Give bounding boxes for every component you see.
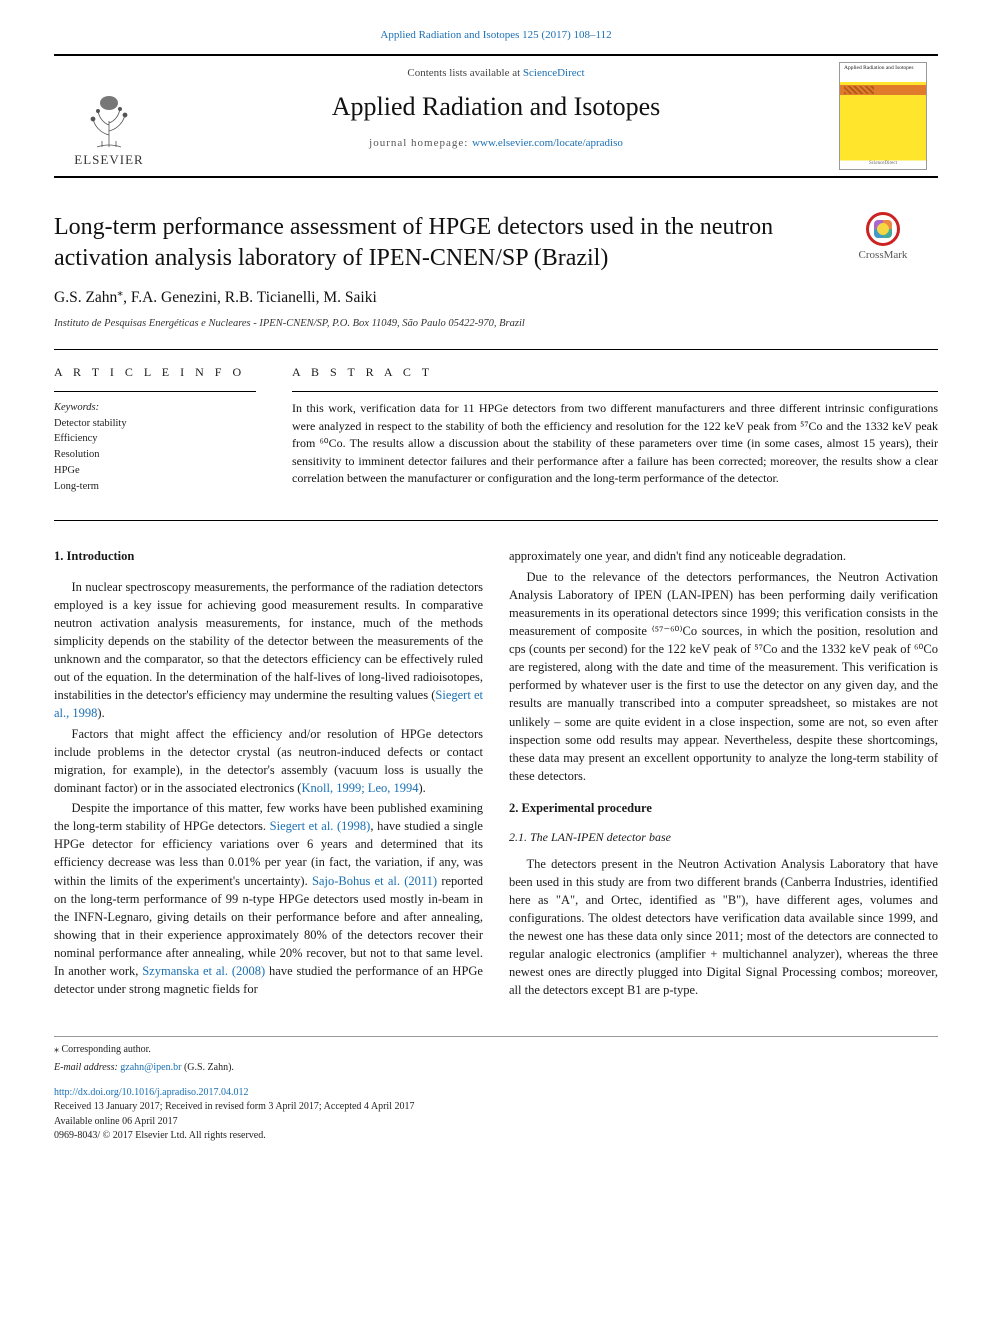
author-list: G.S. Zahn⁎, F.A. Genezini, R.B. Ticianel… (54, 287, 938, 309)
citation-link[interactable]: Siegert et al. (1998) (270, 819, 371, 833)
keyword-item: Detector stability (54, 416, 256, 432)
keywords-label: Keywords: (54, 400, 256, 415)
contents-available-line: Contents lists available at ScienceDirec… (168, 66, 824, 82)
body-paragraph: The detectors present in the Neutron Act… (509, 855, 938, 1000)
rule-under-info-heading (54, 391, 256, 392)
article-history: Received 13 January 2017; Received in re… (54, 1100, 938, 1115)
running-head: Applied Radiation and Isotopes 125 (2017… (54, 28, 938, 44)
keyword-item: Efficiency (54, 431, 256, 447)
author-rest: , F.A. Genezini, R.B. Ticianelli, M. Sai… (123, 289, 377, 306)
section-1-heading: 1. Introduction (54, 547, 483, 565)
p-text: reported on the long-term performance of… (54, 874, 483, 979)
journal-cover-thumbnail: Applied Radiation and Isotopes ScienceDi… (839, 62, 927, 170)
keywords-list: Detector stability Efficiency Resolution… (54, 416, 256, 495)
cover-footer-text: ScienceDirect (840, 160, 926, 167)
email-link[interactable]: gzahn@ipen.br (120, 1062, 181, 1073)
rule-under-abstract-heading (292, 391, 938, 392)
cover-title-text: Applied Radiation and Isotopes (844, 65, 922, 71)
cover-pattern (844, 86, 874, 94)
publisher-logo-cell: ELSEVIER (54, 56, 164, 176)
rule-below-abstract (54, 520, 938, 521)
article-info-heading: A R T I C L E I N F O (54, 364, 256, 381)
journal-title: Applied Radiation and Isotopes (168, 88, 824, 126)
p-tail: ). (419, 781, 426, 795)
article-header-row: Long-term performance assessment of HPGE… (54, 212, 938, 273)
section-2-heading: 2. Experimental procedure (509, 799, 938, 817)
body-paragraph: In nuclear spectroscopy measurements, th… (54, 578, 483, 723)
abstract-heading: A B S T R A C T (292, 364, 938, 381)
elsevier-wordmark: ELSEVIER (74, 151, 143, 170)
corresponding-author-note: ⁎ Corresponding author. (54, 1043, 938, 1058)
journal-masthead: ELSEVIER Contents lists available at Sci… (54, 54, 938, 178)
info-abstract-row: A R T I C L E I N F O Keywords: Detector… (54, 350, 938, 508)
crossmark-label: CrossMark (859, 248, 908, 264)
body-paragraph: approximately one year, and didn't find … (509, 547, 938, 565)
elsevier-tree-icon (79, 89, 139, 149)
citation-link[interactable]: Szymanska et al. (2008) (142, 964, 265, 978)
running-head-link[interactable]: Applied Radiation and Isotopes 125 (2017… (380, 29, 611, 41)
page: Applied Radiation and Isotopes 125 (2017… (0, 0, 992, 1184)
page-footer: ⁎ Corresponding author. E-mail address: … (54, 1036, 938, 1144)
journal-homepage-line: journal homepage: www.elsevier.com/locat… (168, 136, 824, 152)
abstract-text: In this work, verification data for 11 H… (292, 400, 938, 487)
elsevier-logo: ELSEVIER (64, 70, 154, 170)
journal-homepage-link[interactable]: www.elsevier.com/locate/apradiso (472, 137, 623, 149)
article-info-column: A R T I C L E I N F O Keywords: Detector… (54, 350, 274, 508)
keyword-item: Long-term (54, 479, 256, 495)
p-tail: ). (97, 706, 104, 720)
crossmark-badge[interactable]: CrossMark (828, 212, 938, 264)
author-first: G.S. Zahn (54, 289, 117, 306)
doi-link[interactable]: http://dx.doi.org/10.1016/j.apradiso.201… (54, 1087, 249, 1098)
available-online: Available online 06 April 2017 (54, 1115, 938, 1130)
body-paragraph: Despite the importance of this matter, f… (54, 799, 483, 998)
masthead-center: Contents lists available at ScienceDirec… (164, 56, 828, 176)
email-label: E-mail address: (54, 1062, 120, 1073)
crossmark-ring-icon (866, 212, 900, 246)
keyword-item: Resolution (54, 447, 256, 463)
abstract-column: A B S T R A C T In this work, verificati… (274, 350, 938, 508)
sciencedirect-link[interactable]: ScienceDirect (523, 67, 585, 79)
affiliation: Instituto de Pesquisas Energéticas e Nuc… (54, 316, 938, 331)
body-two-column: 1. Introduction In nuclear spectroscopy … (54, 547, 938, 1001)
keyword-item: HPGe (54, 463, 256, 479)
homepage-pre: journal homepage: (369, 137, 472, 149)
contents-line-pre: Contents lists available at (407, 67, 522, 79)
body-paragraph: Factors that might affect the efficiency… (54, 725, 483, 798)
cover-thumb-cell: Applied Radiation and Isotopes ScienceDi… (828, 56, 938, 176)
crossmark-inner-icon (874, 220, 892, 238)
body-paragraph: Due to the relevance of the detectors pe… (509, 568, 938, 786)
copyright-line: 0969-8043/ © 2017 Elsevier Ltd. All righ… (54, 1129, 938, 1144)
email-suffix: (G.S. Zahn). (181, 1062, 234, 1073)
subsection-2-1-heading: 2.1. The LAN-IPEN detector base (509, 829, 938, 846)
p-text: In nuclear spectroscopy measurements, th… (54, 580, 483, 703)
article-title: Long-term performance assessment of HPGE… (54, 212, 828, 273)
citation-link[interactable]: Sajo-Bohus et al. (2011) (312, 874, 437, 888)
citation-link[interactable]: Knoll, 1999; Leo, 1994 (301, 781, 418, 795)
email-line: E-mail address: gzahn@ipen.br (G.S. Zahn… (54, 1061, 938, 1076)
